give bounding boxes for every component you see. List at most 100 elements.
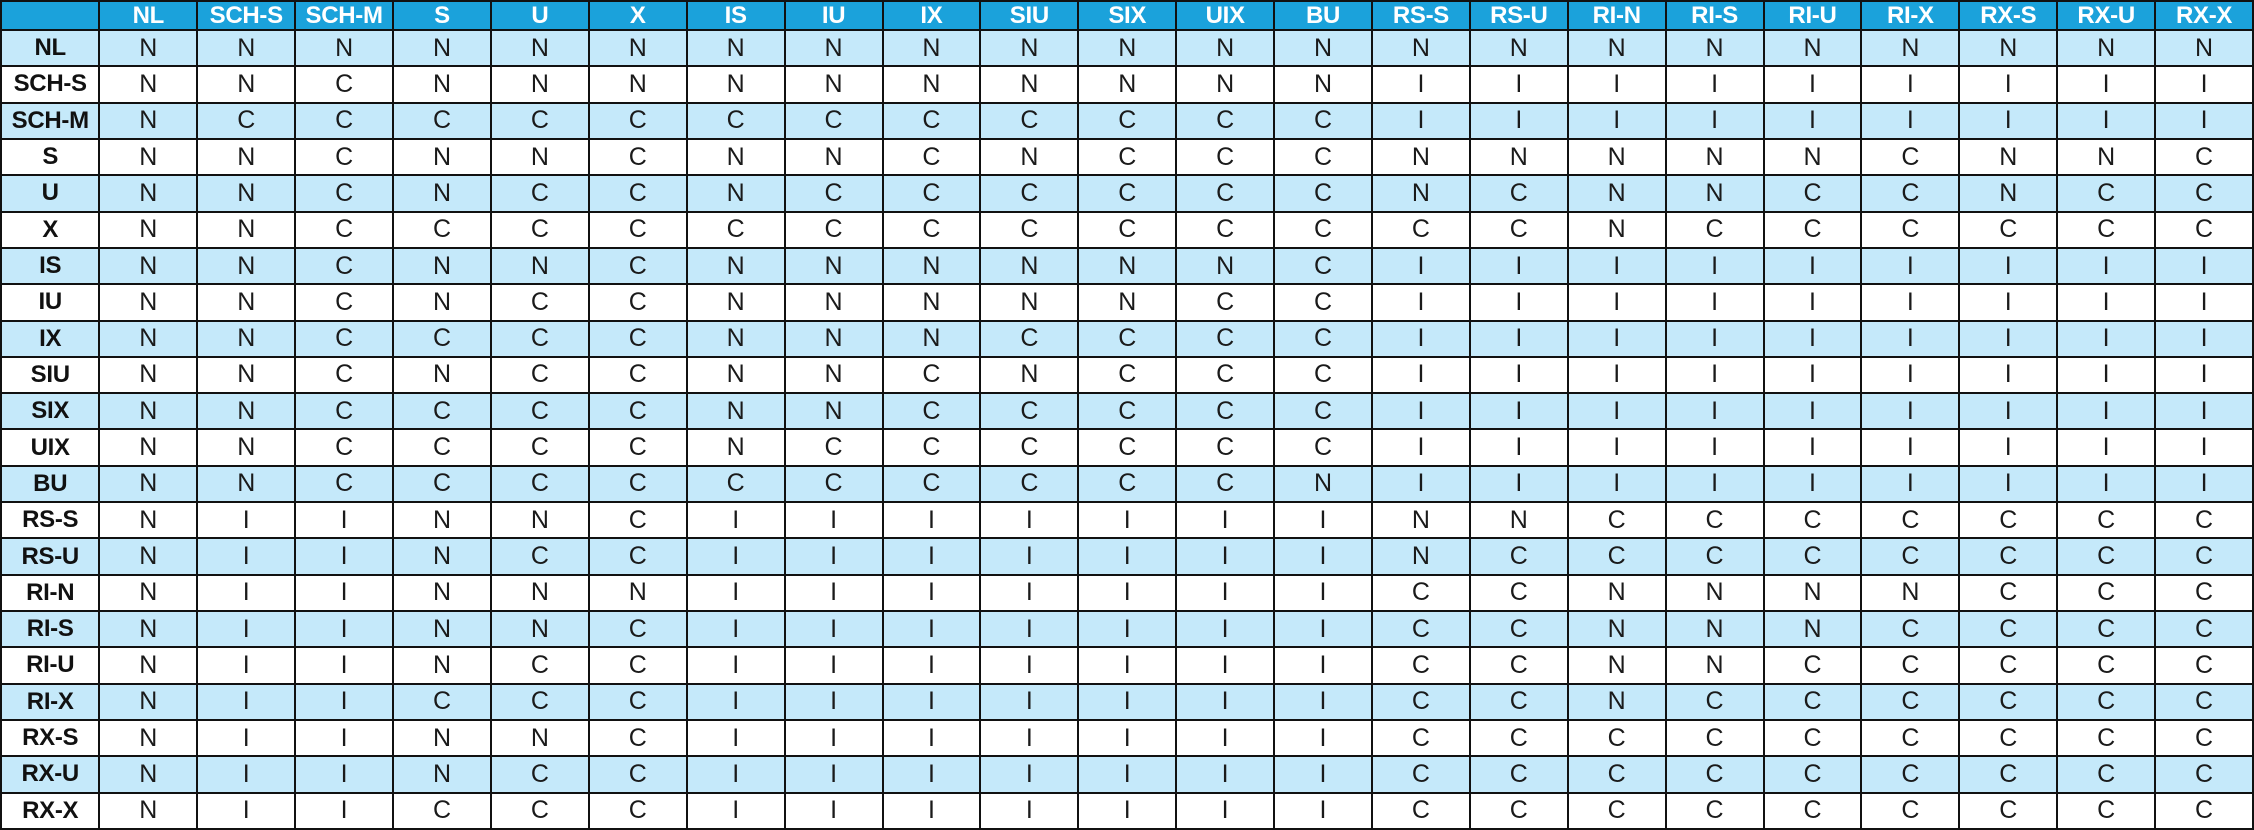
- matrix-cell: C: [2154, 537, 2254, 576]
- matrix-cell: N: [783, 319, 884, 358]
- column-header-bu[interactable]: BU: [1273, 0, 1373, 31]
- row-header-is[interactable]: IS: [0, 246, 101, 286]
- row-header-ri-u[interactable]: RI-U: [0, 646, 101, 685]
- matrix-cell: N: [1077, 283, 1178, 322]
- row-header-six[interactable]: SIX: [0, 392, 101, 431]
- matrix-cell: N: [98, 174, 199, 213]
- matrix-cell: I: [294, 537, 395, 576]
- matrix-cell: N: [392, 718, 492, 758]
- column-header-s[interactable]: S: [392, 0, 492, 31]
- row-header-ri-x[interactable]: RI-X: [0, 682, 101, 721]
- matrix-cell: N: [392, 65, 492, 104]
- matrix-cell: N: [392, 646, 492, 685]
- matrix-cell: I: [1175, 609, 1276, 649]
- column-header-nl[interactable]: NL: [98, 0, 199, 31]
- matrix-cell: C: [881, 101, 982, 140]
- column-header-sch-s[interactable]: SCH-S: [196, 0, 297, 31]
- row-header-sch-s[interactable]: SCH-S: [0, 65, 101, 104]
- row-header-rs-u[interactable]: RS-U: [0, 537, 101, 576]
- row-header-u[interactable]: U: [0, 174, 101, 213]
- matrix-cell: C: [489, 283, 590, 322]
- matrix-cell: C: [1664, 755, 1765, 794]
- column-header-rx-x[interactable]: RX-X: [2154, 0, 2254, 31]
- row-header-rx-u[interactable]: RX-U: [0, 755, 101, 794]
- column-header-iu[interactable]: IU: [783, 0, 884, 31]
- matrix-cell: I: [1566, 246, 1667, 286]
- matrix-cell: N: [98, 210, 199, 249]
- row-header-sch-m[interactable]: SCH-M: [0, 101, 101, 140]
- matrix-cell: C: [2154, 718, 2254, 758]
- column-header-ix[interactable]: IX: [881, 0, 982, 31]
- matrix-row: RI-S N I I N N C I I I I I I I C C N N N C C C C: [0, 609, 2254, 649]
- matrix-cell: C: [1468, 537, 1569, 576]
- matrix-cell: I: [979, 501, 1080, 540]
- column-header-rx-u[interactable]: RX-U: [2056, 0, 2157, 31]
- matrix-cell: I: [1077, 609, 1178, 649]
- column-header-ri-n[interactable]: RI-N: [1566, 0, 1667, 31]
- matrix-cell: C: [587, 246, 688, 286]
- matrix-cell: C: [392, 791, 492, 830]
- matrix-cell: I: [2056, 101, 2157, 140]
- column-header-rx-s[interactable]: RX-S: [1958, 0, 2059, 31]
- matrix-cell: C: [1762, 174, 1863, 213]
- matrix-cell: C: [392, 392, 492, 431]
- row-header-uix[interactable]: UIX: [0, 428, 101, 467]
- row-header-rs-s[interactable]: RS-S: [0, 501, 101, 540]
- column-header-six[interactable]: SIX: [1077, 0, 1178, 31]
- matrix-cell: C: [685, 464, 786, 504]
- matrix-cell: I: [685, 537, 786, 576]
- row-header-iu[interactable]: IU: [0, 283, 101, 322]
- matrix-cell: C: [2154, 174, 2254, 213]
- matrix-cell: I: [979, 718, 1080, 758]
- matrix-cell: I: [294, 501, 395, 540]
- matrix-cell: N: [685, 174, 786, 213]
- matrix-row: BU N N C C C C C C C C C C N I I I I I I I I I: [0, 464, 2254, 504]
- row-header-rx-x[interactable]: RX-X: [0, 791, 101, 830]
- row-header-x[interactable]: X: [0, 210, 101, 249]
- matrix-cell: N: [1370, 174, 1471, 213]
- column-header-rs-s[interactable]: RS-S: [1370, 0, 1471, 31]
- matrix-cell: N: [98, 718, 199, 758]
- matrix-row: SIU N N C N C C N N C N C C C I I I I I I I I I: [0, 355, 2254, 395]
- column-header-sch-m[interactable]: SCH-M: [294, 0, 395, 31]
- matrix-cell: N: [392, 28, 492, 68]
- row-header-s[interactable]: S: [0, 137, 101, 177]
- column-header-ri-u[interactable]: RI-U: [1762, 0, 1863, 31]
- matrix-cell: I: [2056, 428, 2157, 467]
- matrix-cell: N: [979, 28, 1080, 68]
- matrix-cell: N: [881, 65, 982, 104]
- row-header-siu[interactable]: SIU: [0, 355, 101, 395]
- matrix-cell: C: [2154, 210, 2254, 249]
- matrix-cell: C: [1370, 210, 1471, 249]
- column-header-rs-u[interactable]: RS-U: [1468, 0, 1569, 31]
- matrix-cell: I: [1664, 428, 1765, 467]
- matrix-cell: C: [1273, 174, 1373, 213]
- matrix-cell: C: [1273, 355, 1373, 395]
- matrix-cell: I: [1077, 501, 1178, 540]
- row-header-ri-n[interactable]: RI-N: [0, 573, 101, 613]
- column-header-ri-s[interactable]: RI-S: [1664, 0, 1765, 31]
- matrix-cell: I: [2154, 355, 2254, 395]
- matrix-cell: N: [2056, 28, 2157, 68]
- row-header-bu[interactable]: BU: [0, 464, 101, 504]
- matrix-cell: C: [1566, 501, 1667, 540]
- matrix-cell: I: [1468, 428, 1569, 467]
- row-header-ix[interactable]: IX: [0, 319, 101, 358]
- matrix-cell: N: [587, 573, 688, 613]
- row-header-ri-s[interactable]: RI-S: [0, 609, 101, 649]
- matrix-cell: I: [783, 573, 884, 613]
- matrix-cell: C: [587, 355, 688, 395]
- matrix-cell: C: [1077, 319, 1178, 358]
- matrix-cell: I: [1175, 537, 1276, 576]
- matrix-cell: I: [1860, 65, 1961, 104]
- row-header-rx-s[interactable]: RX-S: [0, 718, 101, 758]
- column-header-ri-x[interactable]: RI-X: [1860, 0, 1961, 31]
- column-header-is[interactable]: IS: [685, 0, 786, 31]
- column-header-siu[interactable]: SIU: [979, 0, 1080, 31]
- matrix-cell: N: [1566, 28, 1667, 68]
- column-header-u[interactable]: U: [489, 0, 590, 31]
- column-header-uix[interactable]: UIX: [1175, 0, 1276, 31]
- column-header-x[interactable]: X: [587, 0, 688, 31]
- matrix-cell: C: [1762, 210, 1863, 249]
- row-header-nl[interactable]: NL: [0, 28, 101, 68]
